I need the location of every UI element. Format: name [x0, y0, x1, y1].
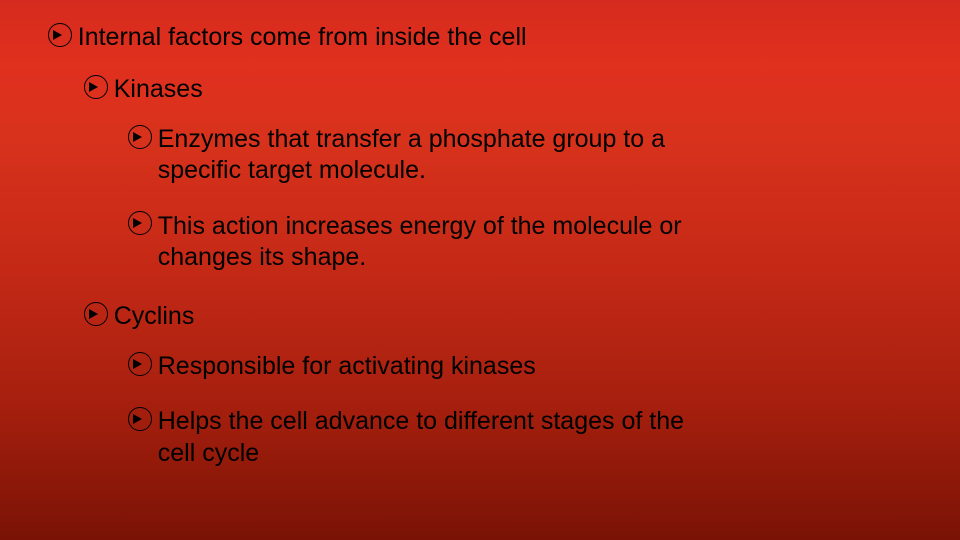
- arrow-bullet-icon: [84, 75, 108, 99]
- bullet-text: Helps the cell advance to different stag…: [158, 406, 718, 469]
- bullet-level-2: Responsible for activating kinases: [128, 351, 820, 382]
- bullet-level-2: Helps the cell advance to different stag…: [128, 406, 820, 469]
- arrow-bullet-icon: [128, 352, 152, 376]
- arrow-bullet-icon: [128, 211, 152, 235]
- slide-content: Internal factors come from inside the ce…: [48, 22, 900, 493]
- bullet-text: Internal factors come from inside the ce…: [78, 22, 527, 52]
- slide: Internal factors come from inside the ce…: [0, 0, 960, 540]
- bullet-text: Enzymes that transfer a phosphate group …: [158, 124, 718, 187]
- bullet-level-1: Kinases: [84, 74, 900, 104]
- arrow-bullet-icon: [84, 302, 108, 326]
- bullet-text: This action increases energy of the mole…: [158, 211, 718, 274]
- bullet-level-2: This action increases energy of the mole…: [128, 211, 820, 274]
- bullet-text: Kinases: [114, 74, 203, 104]
- arrow-bullet-icon: [128, 407, 152, 431]
- arrow-bullet-icon: [128, 125, 152, 149]
- arrow-bullet-icon: [48, 23, 72, 47]
- bullet-level-0: Internal factors come from inside the ce…: [48, 22, 900, 52]
- bullet-level-1: Cyclins: [84, 301, 900, 331]
- bullet-level-2: Enzymes that transfer a phosphate group …: [128, 124, 820, 187]
- bullet-text: Responsible for activating kinases: [158, 351, 536, 382]
- bullet-text: Cyclins: [114, 301, 195, 331]
